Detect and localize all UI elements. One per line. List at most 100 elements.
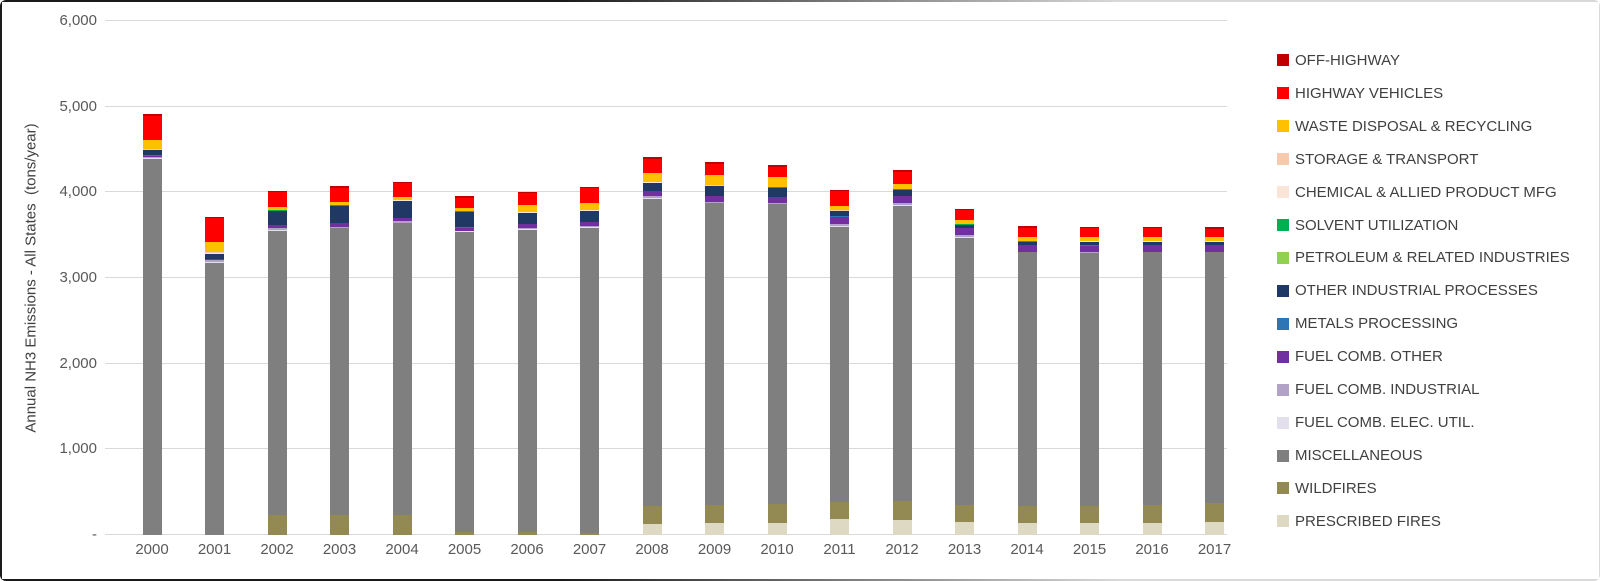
gridline-5000 — [105, 105, 1227, 107]
gridline-4000 — [105, 191, 1227, 193]
bar-segment-2007-highway-vehicles — [580, 187, 599, 203]
x-tick-label-2000: 2000 — [135, 541, 169, 558]
legend-item-metals-processing: METALS PROCESSING — [1277, 307, 1570, 340]
bar-segment-2013-fuel-comb-industrial — [955, 235, 974, 237]
bar-segment-2015-off-highway — [1080, 226, 1099, 229]
frame-bottom-edge — [0, 579, 1600, 581]
legend-item-other-industrial-processes: OTHER INDUSTRIAL PROCESSES — [1277, 274, 1570, 307]
bar-segment-2013-off-highway — [955, 208, 974, 210]
legend-swatch-icon — [1277, 219, 1289, 232]
bar-segment-2006-fuel-comb-elec-util- — [517, 229, 537, 231]
bar-segment-2000-fuel-comb-elec-util- — [142, 157, 162, 159]
bar-segment-2010-prescribed-fires — [767, 522, 787, 535]
legend-item-petroleum-related-industries: PETROLEUM & RELATED INDUSTRIES — [1277, 242, 1570, 275]
y-tick-label-3000: 3,000 — [59, 269, 97, 286]
bar-segment-2015-waste-disposal-recycling — [1080, 237, 1099, 242]
bar-segment-2006-other-industrial-processes — [517, 212, 537, 224]
legend-swatch-icon — [1277, 153, 1289, 166]
x-tick-label-2005: 2005 — [447, 541, 482, 558]
bar-segment-2000-fuel-comb-other — [142, 155, 162, 157]
frame-left-edge — [0, 0, 2, 581]
bar-segment-2012-prescribed-fires — [892, 520, 912, 535]
bar-segment-2016-off-highway — [1142, 226, 1162, 229]
bar-segment-2003-fuel-comb-industrial — [330, 226, 349, 228]
bar-segment-2014-highway-vehicles — [1017, 227, 1037, 237]
legend-label: METALS PROCESSING — [1295, 315, 1459, 333]
bar-segment-2003-highway-vehicles — [330, 187, 349, 202]
bar-segment-2000-other-industrial-processes — [142, 150, 162, 155]
bar-segment-2008-other-industrial-processes — [642, 182, 662, 191]
x-tick-label-2001: 2001 — [197, 541, 232, 558]
bar-segment-2015-miscellaneous — [1080, 252, 1099, 506]
bar-segment-2000-highway-vehicles — [142, 116, 162, 140]
bar-segment-2007-wildfires — [580, 532, 599, 535]
bar-2008 — [642, 157, 662, 535]
bar-segment-2000-fuel-comb-industrial — [142, 156, 162, 158]
bar-segment-2005-miscellaneous — [455, 231, 474, 533]
bar-segment-2000-storage-transport — [142, 148, 162, 150]
legend-label: PETROLEUM & RELATED INDUSTRIES — [1295, 249, 1570, 267]
bar-segment-2015-wildfires — [1080, 505, 1099, 524]
bar-segment-2010-highway-vehicles — [767, 166, 787, 177]
bar-segment-2004-fuel-comb-elec-util- — [392, 222, 412, 224]
bar-segment-2015-fuel-comb-other — [1080, 245, 1099, 253]
y-tick-label-2000: 2,000 — [59, 354, 97, 372]
bar-segment-2000-waste-disposal-recycling — [142, 139, 162, 149]
bar-segment-2016-fuel-comb-other — [1142, 245, 1162, 252]
x-tick-label-2010: 2010 — [760, 541, 794, 558]
bar-segment-2000-chemical-allied-product-mfg — [142, 149, 162, 151]
bar-2013 — [955, 208, 974, 535]
x-tick-label-2004: 2004 — [385, 541, 419, 558]
bar-segment-2009-other-industrial-processes — [705, 186, 724, 196]
gridline-2000 — [105, 362, 1227, 364]
bar-segment-2001-highway-vehicles — [205, 218, 224, 243]
bar-segment-2002-fuel-comb-elec-util- — [267, 229, 287, 231]
bar-segment-2007-waste-disposal-recycling — [580, 202, 599, 210]
bar-segment-2004-miscellaneous — [392, 223, 412, 516]
bar-2015 — [1080, 226, 1099, 535]
bar-segment-2014-wildfires — [1017, 505, 1037, 524]
bar-segment-2008-off-highway — [642, 157, 662, 159]
bar-segment-2000-off-highway — [142, 114, 162, 117]
x-tick-label-2002: 2002 — [260, 541, 294, 558]
bar-segment-2010-wildfires — [767, 504, 787, 523]
legend-swatch-icon — [1277, 87, 1289, 100]
bar-segment-2016-prescribed-fires — [1142, 523, 1162, 535]
bar-segment-2015-other-industrial-processes — [1080, 242, 1099, 246]
x-tick-label-2013: 2013 — [947, 541, 982, 558]
bar-segment-2017-miscellaneous — [1205, 252, 1224, 504]
legend-item-wildfires: WILDFIRES — [1277, 472, 1570, 505]
bar-segment-2017-highway-vehicles — [1205, 228, 1224, 238]
bar-segment-2004-waste-disposal-recycling — [392, 196, 412, 200]
bar-segment-2014-other-industrial-processes — [1017, 241, 1037, 245]
bar-segment-2017-off-highway — [1205, 227, 1224, 229]
bar-segment-2013-wildfires — [955, 505, 974, 523]
bar-segment-2013-other-industrial-processes — [955, 224, 974, 228]
legend-swatch-icon — [1277, 416, 1289, 429]
bar-segment-2008-miscellaneous — [642, 199, 662, 507]
bar-segment-2013-fuel-comb-other — [955, 228, 974, 236]
legend-swatch-icon — [1277, 54, 1289, 67]
x-tick-label-2014: 2014 — [1010, 541, 1044, 558]
bar-segment-2007-fuel-comb-other — [580, 222, 599, 226]
bar-segment-2012-miscellaneous — [892, 206, 912, 501]
bar-2010 — [767, 165, 787, 535]
bar-segment-2012-off-highway — [892, 170, 912, 172]
bar-segment-2001-fuel-comb-industrial — [205, 260, 224, 263]
legend-label: FUEL COMB. OTHER — [1295, 348, 1443, 366]
bar-segment-2001-waste-disposal-recycling — [205, 242, 224, 253]
bar-2005 — [455, 196, 474, 535]
bar-segment-2003-waste-disposal-recycling — [330, 201, 349, 205]
bar-segment-2001-chemical-allied-product-mfg — [205, 253, 224, 254]
legend-item-solvent-utilization: SOLVENT UTILIZATION — [1277, 209, 1570, 242]
y-tick-label-6000: 6,000 — [59, 12, 97, 29]
bar-segment-2007-off-highway — [580, 186, 599, 188]
y-tick-label-4000: 4,000 — [59, 183, 97, 201]
gridline-3000 — [105, 277, 1227, 278]
bar-segment-2016-wildfires — [1142, 504, 1162, 524]
legend-label: WASTE DISPOSAL & RECYCLING — [1295, 117, 1533, 135]
bar-segment-2017-wildfires — [1205, 503, 1224, 523]
legend-item-prescribed-fires: PRESCRIBED FIRES — [1277, 505, 1570, 538]
bar-segment-2004-other-industrial-processes — [392, 200, 412, 218]
